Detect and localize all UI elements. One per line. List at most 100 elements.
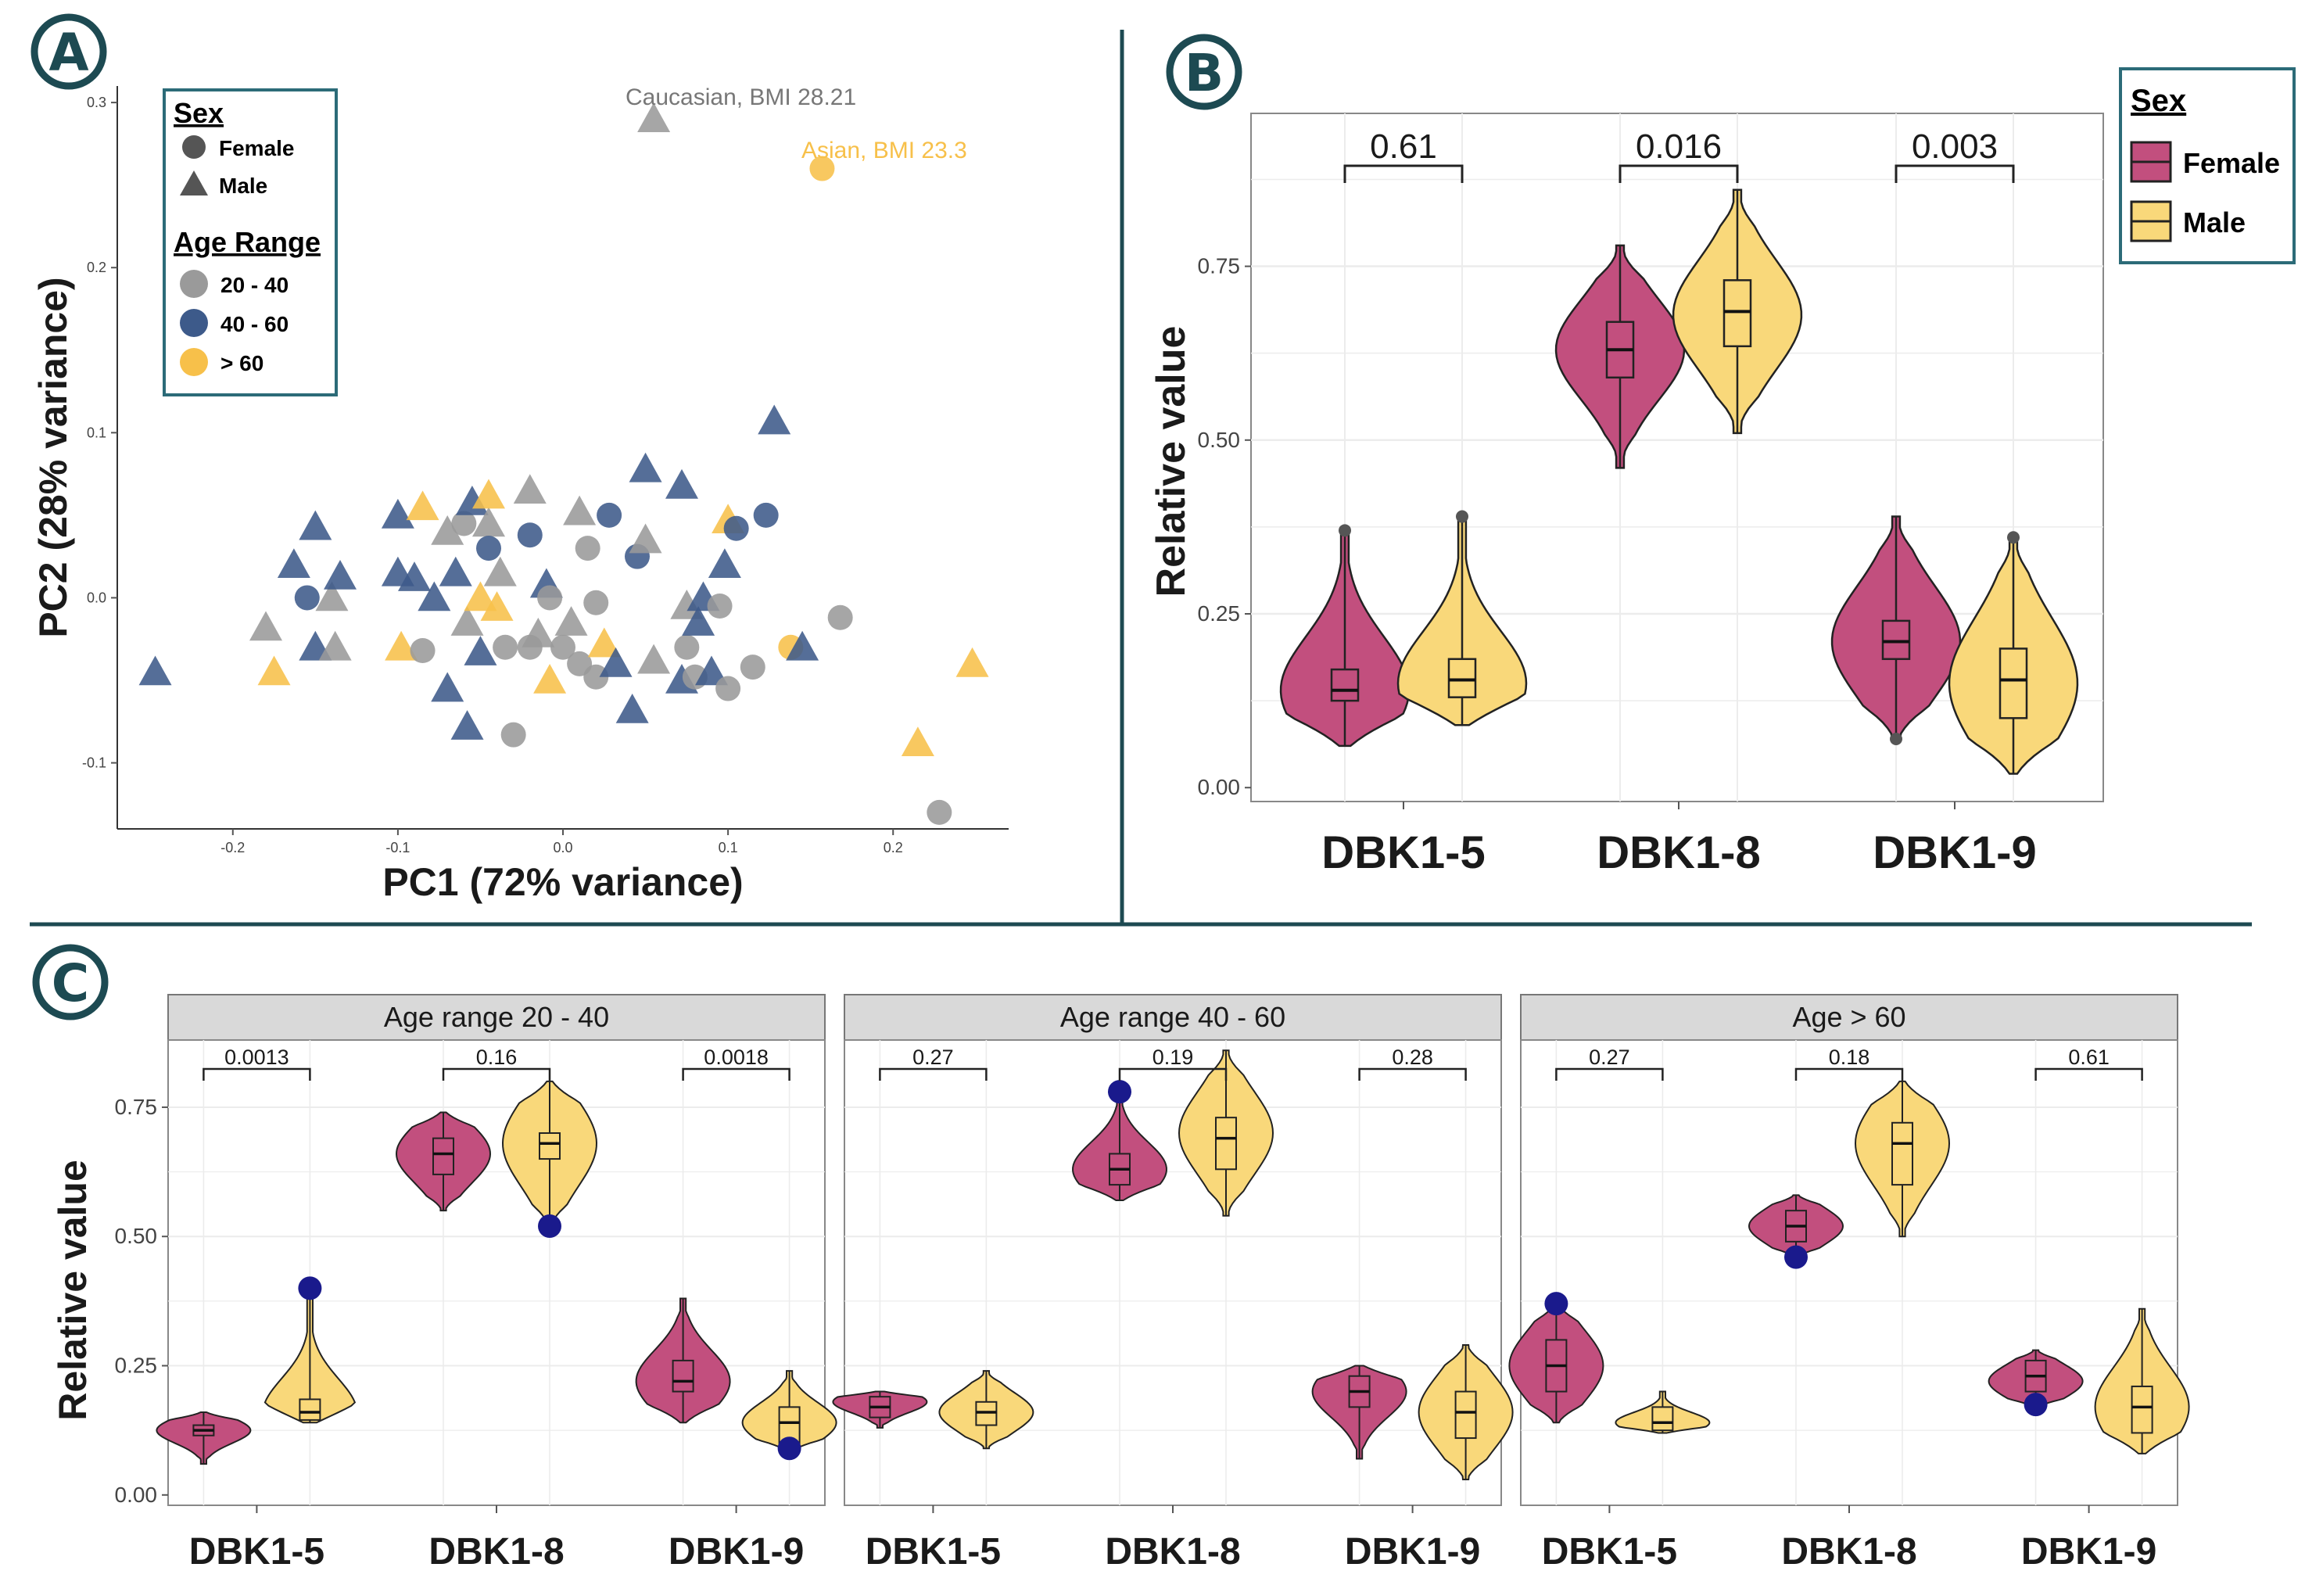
panel-a-y-label: PC2 (28% variance)	[31, 277, 75, 637]
panel-a-x-tick-label: 0.1	[719, 840, 738, 855]
scatter-point-male	[431, 515, 464, 545]
panel-a-y-tick-label: 0.2	[87, 260, 106, 275]
scatter-point-male	[533, 664, 567, 694]
scatter-point-male	[695, 655, 728, 686]
facet-0-male-DBK1-8-outlier	[538, 1214, 561, 1238]
scatter-point-male	[786, 630, 819, 661]
panel-b-pvalue: 0.016	[1636, 127, 1722, 166]
scatter-point-male	[637, 102, 671, 133]
panel-a-legend: Sex Female Male Age Range 20 - 40 40 - 6…	[163, 88, 338, 396]
scatter-point-male	[257, 655, 291, 686]
legend-age-20-40-swatch	[180, 270, 208, 298]
panel-c-y-label: Relative value	[51, 1160, 95, 1421]
facet-title: Age range 20 - 40	[384, 1001, 609, 1033]
panel-b-male-DBK1-9-outlier	[2007, 531, 2020, 544]
facet-1-female-DBK1-8-outlier	[1108, 1080, 1131, 1104]
scatter-point-male	[299, 510, 332, 540]
scatter-point-male	[472, 479, 505, 509]
scatter-point-male	[629, 452, 662, 482]
panel-b-y-label: Relative value	[1149, 326, 1194, 597]
facet-strip	[1520, 994, 2178, 1041]
legend-female-label: Female	[219, 136, 295, 160]
facet-significance-bracket	[203, 1067, 311, 1081]
facet-0-female-DBK1-9-box	[672, 1359, 694, 1393]
scatter-point-male	[901, 726, 934, 757]
panel-b-significance-bracket	[1895, 164, 2015, 183]
scatter-point-male	[587, 627, 621, 658]
scatter-point-male	[955, 647, 989, 677]
scatter-point-female	[583, 664, 609, 690]
scatter-point-female	[575, 536, 600, 561]
panel-b-pvalue: 0.61	[1370, 127, 1437, 166]
scatter-point-male	[385, 630, 418, 661]
panel-a-y-tick-label: 0.0	[87, 590, 106, 605]
scatter-point-male	[480, 591, 514, 621]
scatter-point-male	[708, 548, 741, 579]
scatter-point-female	[410, 638, 436, 663]
panel-b-legend-female-label: Female	[2183, 147, 2280, 179]
panel-b-female-DBK1-9-box	[1881, 619, 1911, 661]
scatter-point-female	[674, 634, 700, 660]
scatter-point-male	[318, 630, 352, 661]
panel-c-y-tick-label: 0.50	[115, 1224, 158, 1248]
facet-2-male-DBK1-9-box	[2131, 1385, 2153, 1434]
panel-b-x-tick-label: DBK1-9	[1873, 827, 2037, 878]
panel-b-female-DBK1-9-outlier	[1890, 733, 1902, 745]
panel-a-badge: A	[30, 13, 107, 90]
scatter-point-male	[406, 490, 439, 521]
scatter-point-male	[665, 468, 698, 499]
scatter-point-male	[450, 710, 484, 740]
facet-pvalue: 0.28	[1392, 1045, 1433, 1069]
facet-plot-area	[167, 1039, 826, 1506]
facet-2-male-DBK1-8-box	[1891, 1121, 1913, 1186]
facet-2: Age > 60 DBK1-5 0.27 DBK1-8 0.18 DBK1-9 0.61	[1508, 994, 2190, 1573]
facet-pvalue: 0.18	[1829, 1045, 1870, 1069]
facet-x-tick-label: DBK1-8	[428, 1531, 564, 1573]
scatter-point-female	[451, 511, 477, 536]
panel-b-legend-male-label: Male	[2183, 206, 2246, 239]
scatter-point-male	[483, 556, 517, 586]
panel-c-y-tick-label: 0.75	[115, 1095, 158, 1119]
facet-2-female-DBK1-5-outlier	[1544, 1292, 1568, 1316]
facet-x-tick-label: DBK1-9	[2021, 1531, 2156, 1573]
facet-significance-bracket	[682, 1067, 790, 1081]
legend-age-over-60-swatch	[180, 348, 208, 376]
scatter-point-male	[563, 495, 597, 525]
scatter-point-male	[324, 560, 357, 590]
scatter-point-male	[682, 606, 715, 636]
panel-b-x-tick-label: DBK1-5	[1321, 827, 1486, 878]
scatter-point-female	[740, 655, 765, 680]
panel-a-x-label: PC1 (72% variance)	[382, 860, 743, 904]
legend-age-40-60-label: 40 - 60	[220, 312, 289, 336]
facet-significance-bracket	[442, 1067, 551, 1081]
panel-b-significance-bracket	[1619, 164, 1739, 183]
legend-age-title: Age Range	[174, 226, 321, 258]
scatter-point-male	[439, 556, 472, 586]
panel-b-letter: B	[1185, 43, 1224, 103]
panel-a-letter: A	[48, 23, 88, 83]
scatter-point-male	[418, 581, 451, 612]
legend-female-circle-icon	[182, 135, 206, 159]
scatter-point-male	[431, 672, 464, 702]
annotation-asian: Asian, BMI 23.3	[801, 138, 967, 163]
scatter-point-female	[707, 594, 733, 619]
scatter-point-male	[315, 581, 349, 612]
panel-b-pvalue: 0.003	[1912, 127, 1998, 166]
facet-significance-bracket	[1555, 1067, 1664, 1081]
panel-b-y-tick-label: 0.25	[1198, 601, 1241, 626]
facet-0-male-DBK1-5-box	[299, 1398, 321, 1421]
panel-b-female-DBK1-5-outlier	[1339, 524, 1351, 537]
facet-pvalue: 0.16	[476, 1045, 518, 1069]
panel-b-violin: 0.00 0.25 0.50 0.75 DBK1-5 0.61 DBK1-8 0.016 DBK…	[1149, 67, 2296, 878]
facet-x-tick-label: DBK1-9	[669, 1531, 804, 1573]
panel-b-male-DBK1-8-box	[1722, 279, 1752, 348]
scatter-point-female	[927, 799, 952, 825]
panel-a-x-tick-label: -0.2	[220, 840, 245, 855]
panel-c-badge: C	[32, 944, 109, 1020]
scatter-point-female	[476, 536, 501, 561]
facet-plot-area	[1520, 1039, 2178, 1506]
scatter-point-female	[715, 676, 741, 701]
panel-b-badge: B	[1166, 34, 1242, 110]
legend-male-triangle-icon	[180, 170, 208, 195]
